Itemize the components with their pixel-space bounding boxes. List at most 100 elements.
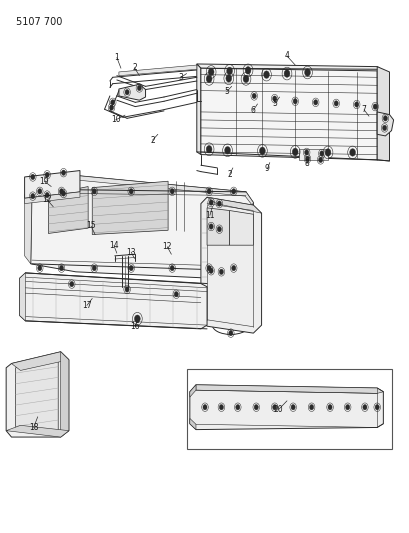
Circle shape [318,157,322,163]
Text: 5: 5 [272,99,276,108]
Polygon shape [196,385,382,393]
Polygon shape [200,68,376,160]
Circle shape [208,68,213,76]
Circle shape [304,150,308,155]
Circle shape [38,189,42,194]
Circle shape [209,268,213,273]
Circle shape [372,104,376,109]
Circle shape [292,99,297,104]
Circle shape [61,170,65,175]
Circle shape [304,69,310,76]
Text: 15: 15 [86,222,96,230]
Polygon shape [207,197,261,213]
Circle shape [252,93,256,99]
Polygon shape [25,192,80,204]
Circle shape [226,67,232,75]
Circle shape [333,101,337,106]
Circle shape [319,151,323,156]
Polygon shape [6,425,69,437]
Circle shape [129,265,133,271]
Circle shape [324,149,330,156]
Circle shape [272,96,276,101]
Polygon shape [229,211,253,245]
Text: 14: 14 [109,241,119,250]
Circle shape [243,75,248,83]
Polygon shape [189,385,196,397]
Polygon shape [11,352,69,370]
Circle shape [174,292,178,297]
Circle shape [31,174,35,180]
Polygon shape [119,65,196,76]
Circle shape [283,70,289,77]
Circle shape [349,149,355,156]
Circle shape [31,193,35,199]
Circle shape [362,405,366,410]
Polygon shape [196,64,200,155]
Circle shape [217,227,221,232]
FancyBboxPatch shape [186,369,391,449]
Circle shape [382,116,387,121]
Circle shape [170,265,174,271]
Circle shape [207,189,211,194]
Circle shape [217,201,221,206]
Circle shape [345,405,349,410]
Polygon shape [376,67,389,161]
Circle shape [219,269,223,274]
Text: 10: 10 [110,116,120,124]
Circle shape [374,405,378,410]
Circle shape [38,265,42,271]
Circle shape [110,100,115,105]
Polygon shape [196,64,380,69]
Polygon shape [189,385,382,430]
Circle shape [292,148,297,156]
Circle shape [134,315,140,322]
Circle shape [305,156,309,161]
Text: 1: 1 [114,53,119,62]
Polygon shape [119,84,145,100]
Circle shape [61,191,65,196]
Circle shape [109,105,113,110]
Text: 7: 7 [361,106,366,114]
Circle shape [231,265,235,271]
Polygon shape [20,273,207,329]
Polygon shape [6,352,69,437]
Circle shape [228,330,232,336]
Circle shape [92,265,96,271]
Circle shape [263,71,269,78]
Circle shape [206,146,211,153]
Text: 6: 6 [250,106,255,115]
Circle shape [272,405,276,410]
Circle shape [219,405,223,410]
Circle shape [170,189,174,194]
Polygon shape [207,208,229,245]
Text: 11: 11 [204,211,214,220]
Polygon shape [25,171,80,198]
Circle shape [235,405,239,410]
Text: 9: 9 [264,165,269,173]
Polygon shape [20,273,25,321]
Circle shape [45,172,49,177]
Circle shape [290,405,294,410]
Polygon shape [25,189,32,264]
Circle shape [59,189,63,194]
Polygon shape [31,176,253,205]
Text: 4: 4 [284,52,289,60]
Circle shape [206,75,211,83]
Polygon shape [376,112,393,136]
Polygon shape [92,181,168,235]
Text: 12: 12 [162,243,172,251]
Polygon shape [200,197,261,333]
Text: 2: 2 [150,136,155,144]
Circle shape [224,147,230,154]
Circle shape [254,405,258,410]
Text: 18: 18 [29,423,38,432]
Circle shape [327,405,331,410]
Circle shape [202,405,207,410]
Circle shape [45,192,49,198]
Polygon shape [189,418,196,430]
Circle shape [137,85,141,91]
Circle shape [92,189,96,194]
Circle shape [59,265,63,271]
Circle shape [70,281,74,287]
Circle shape [125,90,129,95]
